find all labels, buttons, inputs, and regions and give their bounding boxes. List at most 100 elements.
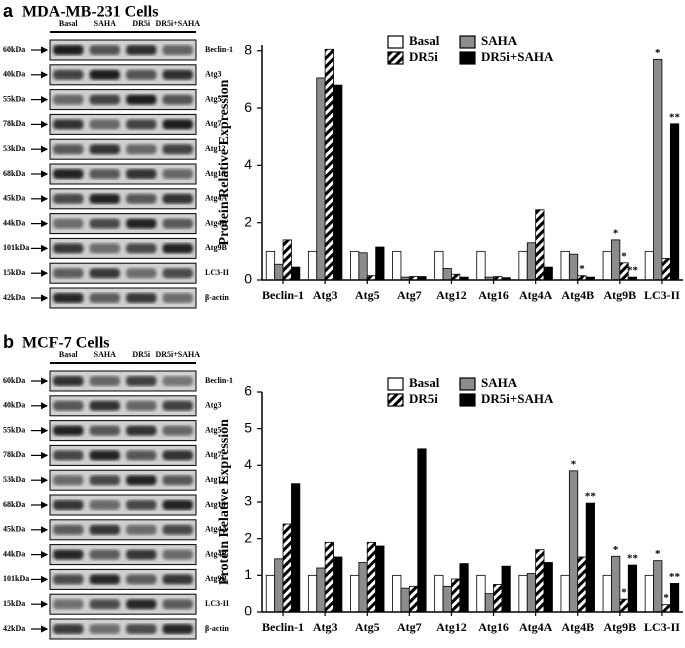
protein-label: Atg4A xyxy=(205,525,227,534)
blot-strip xyxy=(49,593,197,615)
bar xyxy=(451,273,461,281)
blot-band xyxy=(126,94,157,105)
kda-label: 78kDa xyxy=(3,119,25,128)
legend-swatch xyxy=(459,393,476,407)
protein-label: Beclin-1 xyxy=(205,376,233,385)
blot-strip xyxy=(49,163,197,185)
blot-band xyxy=(89,599,120,610)
lane-label: Basal xyxy=(59,19,78,28)
blot-band xyxy=(162,193,193,204)
protein-label: Atg7 xyxy=(205,119,221,128)
bar xyxy=(560,574,570,613)
legend-swatch xyxy=(459,35,476,49)
x-tick-label: Atg3 xyxy=(313,288,338,302)
bar xyxy=(669,123,680,281)
blot-band xyxy=(126,293,157,303)
blot-band xyxy=(89,293,120,303)
x-tick-label: Atg7 xyxy=(397,288,422,302)
blot-band xyxy=(126,549,157,560)
kda-label: 40kDa xyxy=(3,401,25,410)
kda-label: 53kDa xyxy=(3,475,25,484)
x-tick-label: Atg9B xyxy=(604,620,637,634)
blot-band xyxy=(53,400,84,411)
blot-band xyxy=(89,94,120,105)
blot-band xyxy=(126,218,157,229)
blot-band xyxy=(126,169,157,179)
kda-label: 68kDa xyxy=(3,500,25,509)
legend-swatch xyxy=(387,51,404,65)
bar xyxy=(526,573,537,613)
blot-band xyxy=(162,549,193,560)
bar xyxy=(560,250,570,281)
panel-title: MDA-MB-231 Cells xyxy=(22,4,158,21)
blot-band xyxy=(89,69,120,80)
blot-band xyxy=(162,94,193,105)
significance-mark: ** xyxy=(585,491,597,503)
x-tick-label: Atg9B xyxy=(604,288,637,302)
kda-label: 15kDa xyxy=(3,599,25,608)
legend-label: DR5i xyxy=(409,49,438,64)
blot-band xyxy=(162,45,193,55)
legend-label: Basal xyxy=(409,33,440,48)
blot-band xyxy=(89,218,120,229)
bar xyxy=(291,266,301,281)
blot-strip xyxy=(49,568,197,590)
blot-strip xyxy=(49,89,197,111)
blot-strip xyxy=(49,64,197,86)
significance-mark: ** xyxy=(627,265,639,277)
kda-label: 45kDa xyxy=(3,194,25,203)
legend-label: SAHA xyxy=(481,33,518,48)
bar xyxy=(476,574,486,613)
blot-band xyxy=(53,193,84,204)
blot-band xyxy=(89,524,120,535)
blot-band xyxy=(162,524,193,535)
y-axis-label: Protein Relative Expression xyxy=(217,79,232,245)
protein-label: Atg4A xyxy=(205,194,227,203)
bar xyxy=(434,250,444,281)
blot-strip xyxy=(49,213,197,235)
blot-band xyxy=(126,624,157,634)
blot-strip xyxy=(49,287,197,309)
blot-band xyxy=(53,169,84,179)
blot-band xyxy=(162,243,193,254)
blot-band xyxy=(162,268,193,279)
blot-strip xyxy=(49,469,197,491)
bar xyxy=(350,250,360,281)
blot-band xyxy=(89,624,120,634)
blot-strip xyxy=(49,188,197,210)
bar xyxy=(585,502,595,613)
protein-label: Atg12 xyxy=(205,475,225,484)
legend-label: DR5i+SAHA xyxy=(481,49,554,64)
kda-label: 53kDa xyxy=(3,144,25,153)
blot-band xyxy=(162,599,193,610)
protein-label: LC3-II xyxy=(205,599,229,608)
protein-label: Atg9B xyxy=(205,243,227,252)
legend-swatch xyxy=(387,393,404,407)
blot-strip xyxy=(49,395,197,417)
bar xyxy=(627,564,638,613)
bar xyxy=(602,250,612,281)
blot-band xyxy=(89,500,120,510)
bar xyxy=(535,209,545,281)
blot-band xyxy=(89,425,120,436)
blot-band xyxy=(53,218,84,229)
x-tick-label: Atg12 xyxy=(436,620,467,634)
blot-band xyxy=(89,376,120,386)
blot-band xyxy=(53,243,84,254)
x-tick-label: Atg16 xyxy=(478,288,509,302)
x-tick-label: Atg4B xyxy=(561,620,594,634)
y-tick-label: 2 xyxy=(244,213,252,229)
bar xyxy=(568,470,579,613)
bar xyxy=(669,583,680,613)
blot-strip xyxy=(49,262,197,284)
protein-label: Atg7 xyxy=(205,450,221,459)
blot-band xyxy=(162,144,193,155)
blot-band xyxy=(53,500,84,510)
bar xyxy=(644,574,654,613)
blot-band xyxy=(89,144,120,155)
blot-strip xyxy=(49,519,197,541)
blot-band xyxy=(126,268,157,279)
kda-label: 44kDa xyxy=(3,218,25,227)
bar xyxy=(611,239,621,281)
